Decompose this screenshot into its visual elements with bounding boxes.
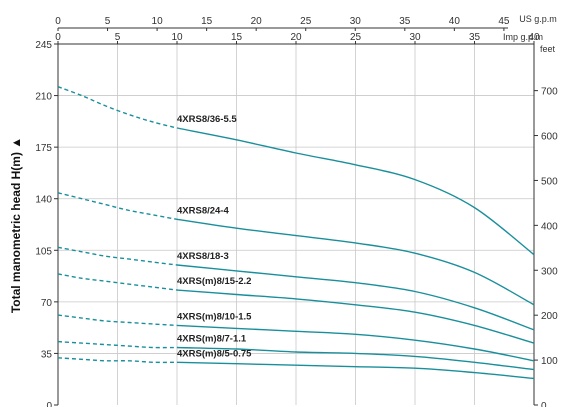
- series-2-dashed-line: [57, 246, 178, 266]
- y-left-tick-label: 105: [35, 246, 52, 257]
- series-4-solid-line: [176, 324, 535, 362]
- y-right-tick-label: 600: [541, 132, 558, 143]
- y-right-tick-label: 300: [541, 266, 558, 277]
- x-bottom-tick-label: 10: [171, 32, 183, 43]
- performance-curves: [57, 86, 535, 380]
- x-bottom-tick-label: 0: [55, 32, 61, 43]
- y-right-tick-label: 400: [541, 221, 558, 232]
- series-1-label: 4XRS8/24-4: [177, 205, 229, 216]
- series-0-dashed-line: [57, 86, 178, 129]
- y-right-tick-label: 700: [541, 87, 558, 98]
- series-2-solid-line: [176, 264, 535, 331]
- x-top-tick-label: 30: [350, 16, 362, 27]
- y-right-tick-label: 0: [541, 401, 547, 407]
- y-right-tick-label: 100: [541, 356, 558, 367]
- series-5-solid-line: [176, 346, 535, 371]
- x-top-tick-label: 5: [105, 16, 111, 27]
- y-left-tick-label: 0: [46, 401, 52, 407]
- y-left-tick-label: 175: [35, 143, 52, 154]
- series-0-solid-line: [176, 127, 535, 256]
- y-left-tick-label: 140: [35, 195, 52, 206]
- x-top-tick-label: 15: [201, 16, 213, 27]
- y-left-tick-label: 35: [41, 349, 53, 360]
- axes: 0 5 10 15 20 25 30 35 40 45 US g.p.m 0 5 10 15 20 25 30 35…: [35, 14, 558, 407]
- x-bottom-tick-label: 25: [350, 32, 362, 43]
- gridlines: [58, 43, 535, 405]
- x-top-tick-label: 25: [300, 16, 312, 27]
- x-bottom-tick-label: 35: [469, 32, 481, 43]
- x-top-tick-label: 0: [55, 16, 61, 27]
- series-5-label: 4XRS(m)8/7-1.1: [177, 334, 247, 345]
- y-right-unit-label: feet: [540, 44, 556, 54]
- series-1-solid-line: [176, 218, 535, 306]
- x-top-tick-label: 20: [251, 16, 263, 27]
- x-top-tick-label: 40: [449, 16, 461, 27]
- series-3-label: 4XRS(m)8/15-2.2: [177, 276, 251, 287]
- y-right-tick-label: 500: [541, 176, 558, 187]
- x-bottom-tick-label: 15: [231, 32, 243, 43]
- x-bottom-tick-label: 30: [409, 32, 421, 43]
- curve-labels: 4XRS8/36-5.5 4XRS8/24-4 4XRS8/18-3 4XRS(m)8…: [177, 114, 252, 359]
- x-bottom-tick-label: 20: [290, 32, 302, 43]
- series-4-label: 4XRS(m)8/10-1.5: [177, 311, 252, 322]
- x-top-tick-label: 10: [152, 16, 164, 27]
- series-6-solid-line: [176, 361, 535, 380]
- series-3-dashed-line: [57, 273, 178, 291]
- x-top-tick-label: 45: [498, 16, 510, 27]
- y-left-tick-label: 210: [35, 92, 52, 103]
- series-6-label: 4XRS(m)8/5-0.75: [177, 348, 252, 359]
- series-5-dashed-line: [57, 340, 178, 349]
- x-bottom-tick-label: 5: [115, 32, 121, 43]
- series-1-dashed-line: [57, 192, 178, 220]
- y-axis-title: Total manometric head H(m) ▲: [9, 137, 23, 313]
- series-2-label: 4XRS8/18-3: [177, 251, 229, 262]
- y-left-tick-label: 245: [35, 40, 52, 51]
- x-top-tick-label: 35: [399, 16, 411, 27]
- series-4-dashed-line: [57, 314, 178, 327]
- y-left-tick-label: 70: [41, 298, 53, 309]
- series-3-solid-line: [176, 289, 535, 344]
- series-0-label: 4XRS8/36-5.5: [177, 114, 237, 125]
- series-6-dashed-line: [57, 357, 178, 364]
- x-top-unit-label: US g.p.m: [519, 14, 557, 24]
- x-bottom-unit-label: Imp g.p.m: [503, 32, 543, 42]
- x-bottom-tick-label: 40: [528, 32, 540, 43]
- y-right-tick-label: 200: [541, 311, 558, 322]
